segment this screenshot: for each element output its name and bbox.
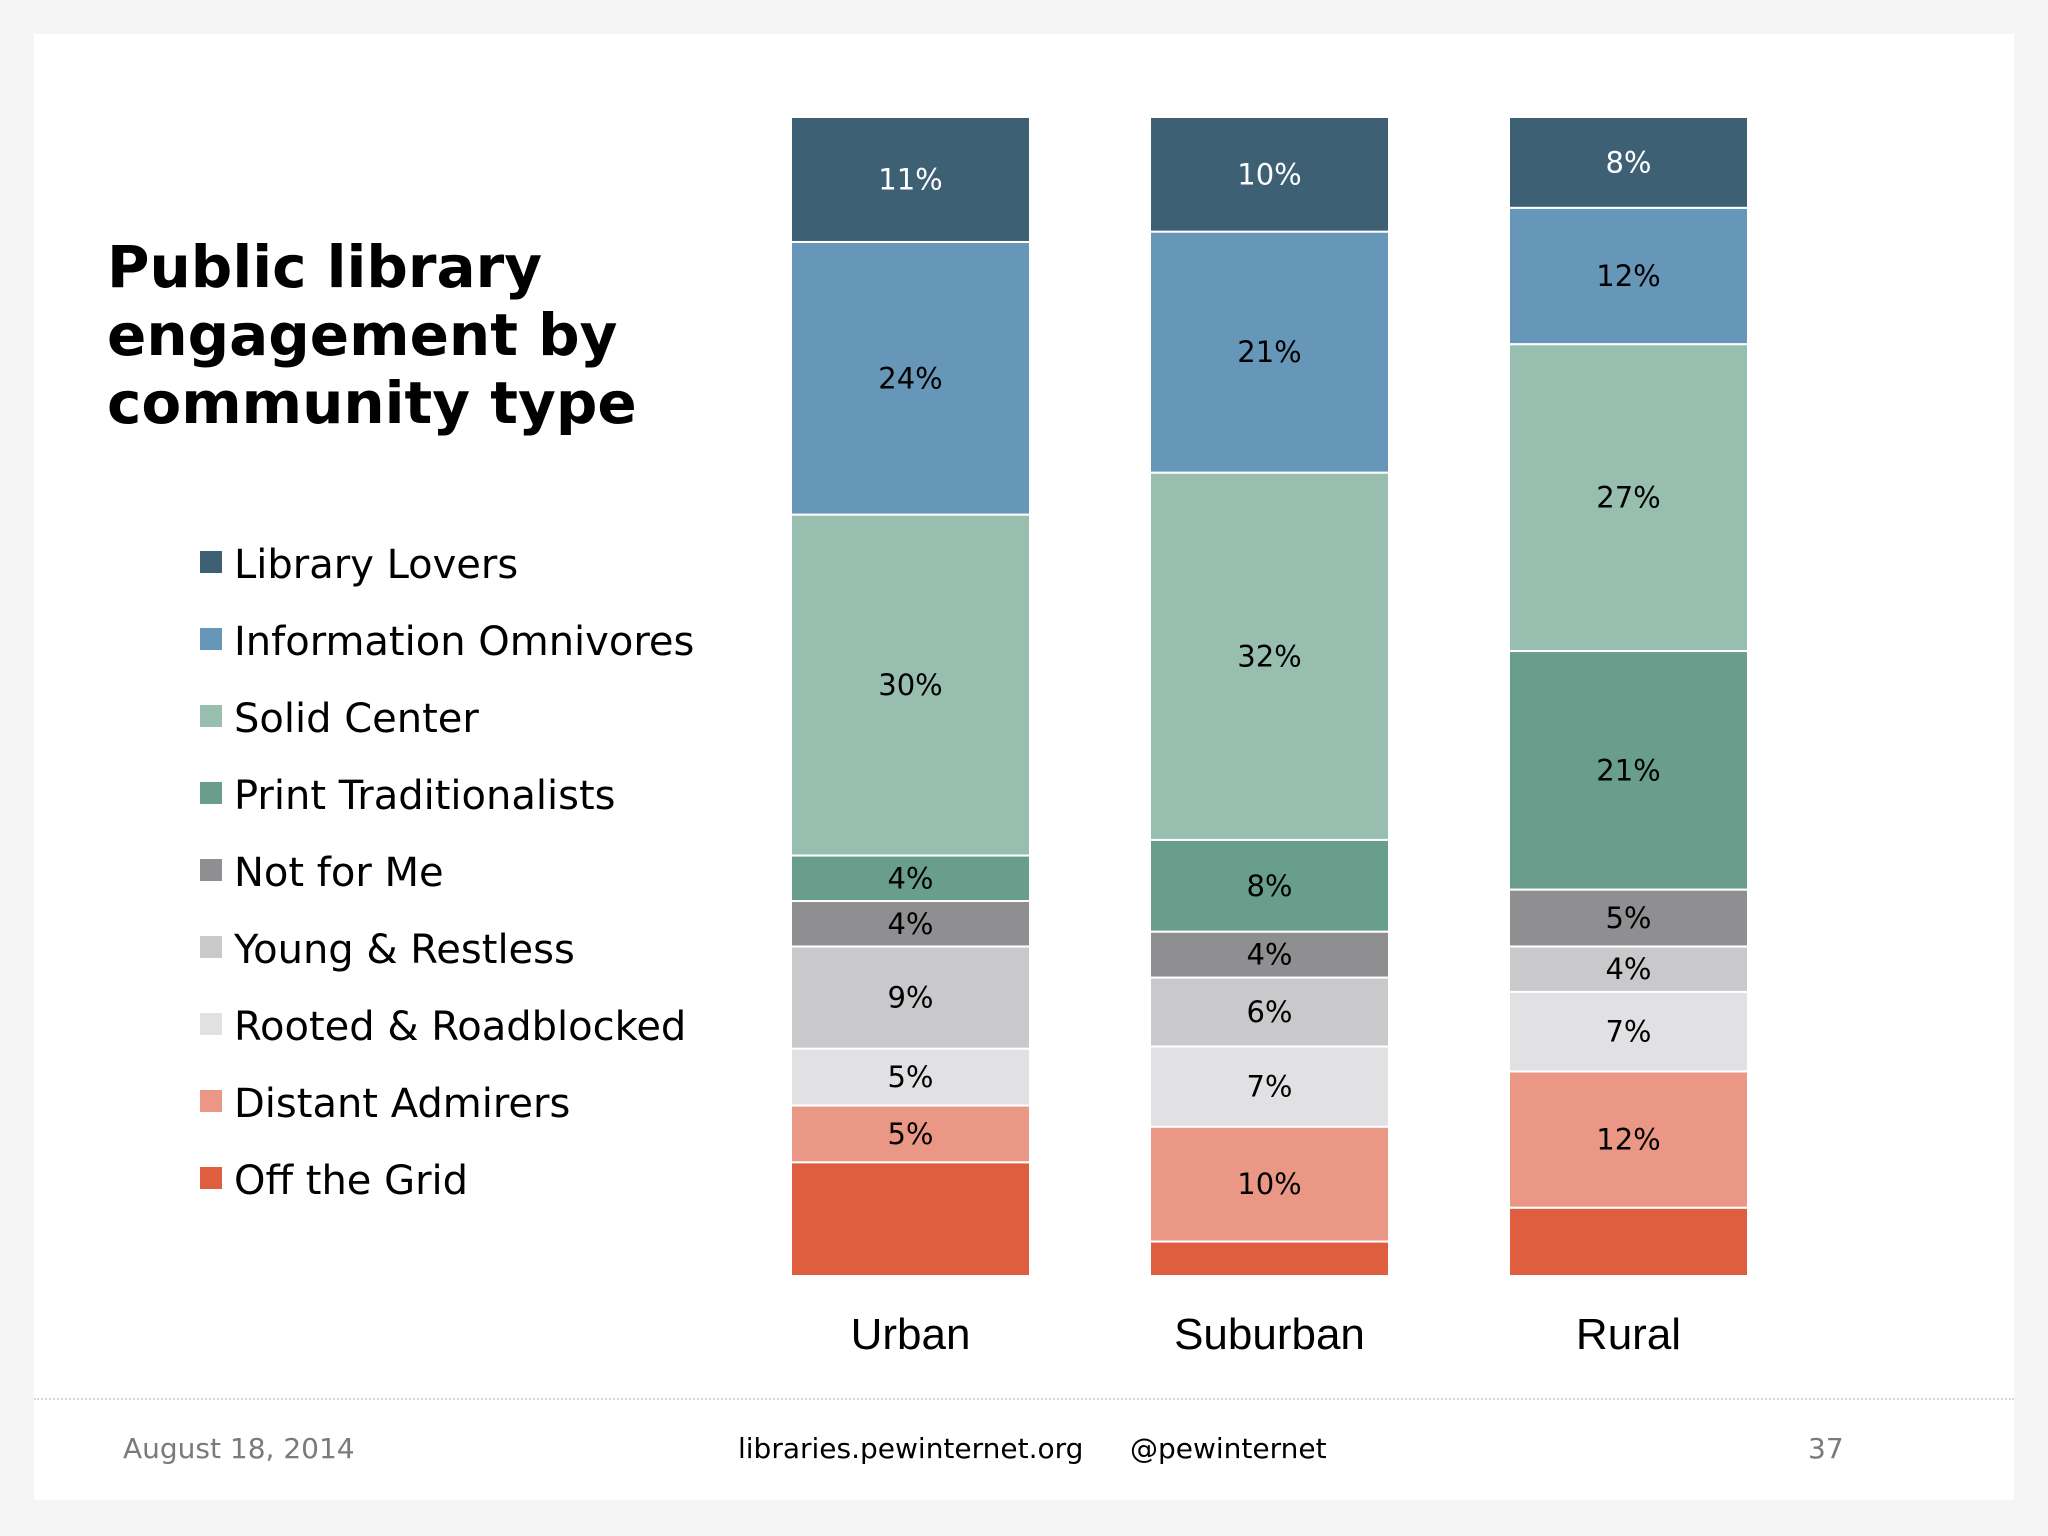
legend-label: Solid Center bbox=[234, 696, 479, 742]
legend-swatch bbox=[200, 936, 222, 958]
legend-swatch bbox=[200, 705, 222, 727]
bar-segment-suburban-library-lovers bbox=[1149, 116, 1390, 233]
bar-segment-urban-information-omnivores bbox=[790, 240, 1031, 516]
legend-label: Distant Admirers bbox=[234, 1081, 571, 1127]
bar-segment-rural-rooted-and-roadblocked bbox=[1508, 990, 1749, 1073]
data-label-suburban-information-omnivores: 21% bbox=[1237, 335, 1301, 369]
bar-segment-suburban-not-for-me bbox=[1149, 930, 1390, 979]
legend-swatch bbox=[200, 782, 222, 804]
footer-website: libraries.pewinternet.org bbox=[738, 1432, 1084, 1465]
legend-item-rooted-and-roadblocked: Rooted & Roadblocked bbox=[200, 997, 686, 1057]
bar-segment-rural-distant-admirers bbox=[1508, 1070, 1749, 1209]
legend-item-off-the-grid: Off the Grid bbox=[200, 1151, 468, 1211]
bar-segment-rural-young-and-restless bbox=[1508, 945, 1749, 993]
data-label-rural-print-traditionalists: 21% bbox=[1596, 753, 1660, 787]
footer-divider bbox=[34, 1398, 2014, 1400]
legend-label: Not for Me bbox=[234, 850, 444, 896]
bar-segment-urban-not-for-me bbox=[790, 900, 1031, 948]
data-label-urban-information-omnivores: 24% bbox=[878, 361, 942, 395]
bar-segment-urban-distant-admirers bbox=[790, 1104, 1031, 1164]
chart-title: Public library engagement by community t… bbox=[107, 233, 637, 437]
legend-swatch bbox=[200, 1013, 222, 1035]
bar-segment-suburban-rooted-and-roadblocked bbox=[1149, 1045, 1390, 1128]
data-label-rural-information-omnivores: 12% bbox=[1596, 259, 1660, 293]
footer-date: August 18, 2014 bbox=[123, 1432, 355, 1465]
category-label-rural: Rural bbox=[1576, 1310, 1681, 1359]
legend-label: Young & Restless bbox=[234, 927, 575, 973]
footer-social-handle: @pewinternet bbox=[1130, 1432, 1327, 1465]
bar-segment-rural-not-for-me bbox=[1508, 888, 1749, 948]
data-label-rural-young-and-restless: 4% bbox=[1605, 952, 1651, 986]
bar-segment-suburban-off-the-grid bbox=[1149, 1240, 1390, 1277]
page-number: 37 bbox=[1808, 1432, 1844, 1465]
data-label-suburban-print-traditionalists: 8% bbox=[1246, 869, 1292, 903]
data-label-urban-solid-center: 30% bbox=[878, 668, 942, 702]
bar-segment-rural-off-the-grid bbox=[1508, 1206, 1749, 1277]
bar-segment-rural-information-omnivores bbox=[1508, 206, 1749, 346]
data-label-suburban-solid-center: 32% bbox=[1237, 639, 1301, 673]
data-label-rural-library-lovers: 8% bbox=[1605, 145, 1651, 179]
category-label-suburban: Suburban bbox=[1174, 1310, 1365, 1359]
legend-swatch bbox=[200, 859, 222, 881]
legend-label: Print Traditionalists bbox=[234, 773, 616, 819]
bar-segment-suburban-solid-center bbox=[1149, 471, 1390, 841]
legend-label: Off the Grid bbox=[234, 1158, 469, 1204]
data-label-rural-solid-center: 27% bbox=[1596, 481, 1660, 515]
legend-item-solid-center: Solid Center bbox=[200, 689, 479, 749]
data-label-urban-not-for-me: 4% bbox=[887, 907, 933, 941]
bar-segment-urban-off-the-grid bbox=[790, 1161, 1031, 1278]
bar-segment-rural-print-traditionalists bbox=[1508, 650, 1749, 891]
bar-segment-rural-solid-center bbox=[1508, 343, 1749, 653]
bar-segment-urban-solid-center bbox=[790, 513, 1031, 857]
bar-segment-suburban-print-traditionalists bbox=[1149, 838, 1390, 933]
bar-segment-urban-young-and-restless bbox=[790, 945, 1031, 1050]
legend-label: Information Omnivores bbox=[234, 619, 695, 665]
data-label-urban-young-and-restless: 9% bbox=[887, 981, 933, 1015]
data-label-urban-library-lovers: 11% bbox=[878, 162, 942, 196]
legend-swatch bbox=[200, 551, 222, 573]
legend-label: Rooted & Roadblocked bbox=[234, 1004, 687, 1050]
legend-item-distant-admirers: Distant Admirers bbox=[200, 1074, 570, 1134]
bar-segment-rural-library-lovers bbox=[1508, 116, 1749, 209]
legend-label: Library Lovers bbox=[234, 542, 519, 588]
data-label-rural-not-for-me: 5% bbox=[1605, 901, 1651, 935]
legend-item-information-omnivores: Information Omnivores bbox=[200, 612, 694, 672]
data-label-urban-distant-admirers: 5% bbox=[887, 1117, 933, 1151]
legend-swatch bbox=[200, 1167, 222, 1189]
data-label-rural-rooted-and-roadblocked: 7% bbox=[1605, 1015, 1651, 1049]
bar-segment-suburban-young-and-restless bbox=[1149, 976, 1390, 1048]
data-label-rural-distant-admirers: 12% bbox=[1596, 1123, 1660, 1157]
legend-item-not-for-me: Not for Me bbox=[200, 843, 444, 903]
data-label-suburban-not-for-me: 4% bbox=[1246, 938, 1292, 972]
data-label-urban-print-traditionalists: 4% bbox=[887, 861, 933, 895]
legend-item-young-and-restless: Young & Restless bbox=[200, 920, 575, 980]
legend-item-library-lovers: Library Lovers bbox=[200, 535, 518, 595]
data-label-suburban-distant-admirers: 10% bbox=[1237, 1167, 1301, 1201]
bar-segment-urban-library-lovers bbox=[790, 116, 1031, 243]
data-label-suburban-library-lovers: 10% bbox=[1237, 157, 1301, 191]
data-label-suburban-rooted-and-roadblocked: 7% bbox=[1246, 1070, 1292, 1104]
legend-swatch bbox=[200, 1090, 222, 1112]
data-label-suburban-young-and-restless: 6% bbox=[1246, 995, 1292, 1029]
category-label-urban: Urban bbox=[851, 1310, 971, 1359]
bar-segment-suburban-information-omnivores bbox=[1149, 230, 1390, 474]
legend-swatch bbox=[200, 628, 222, 650]
data-label-urban-rooted-and-roadblocked: 5% bbox=[887, 1060, 933, 1094]
legend-item-print-traditionalists: Print Traditionalists bbox=[200, 766, 615, 826]
